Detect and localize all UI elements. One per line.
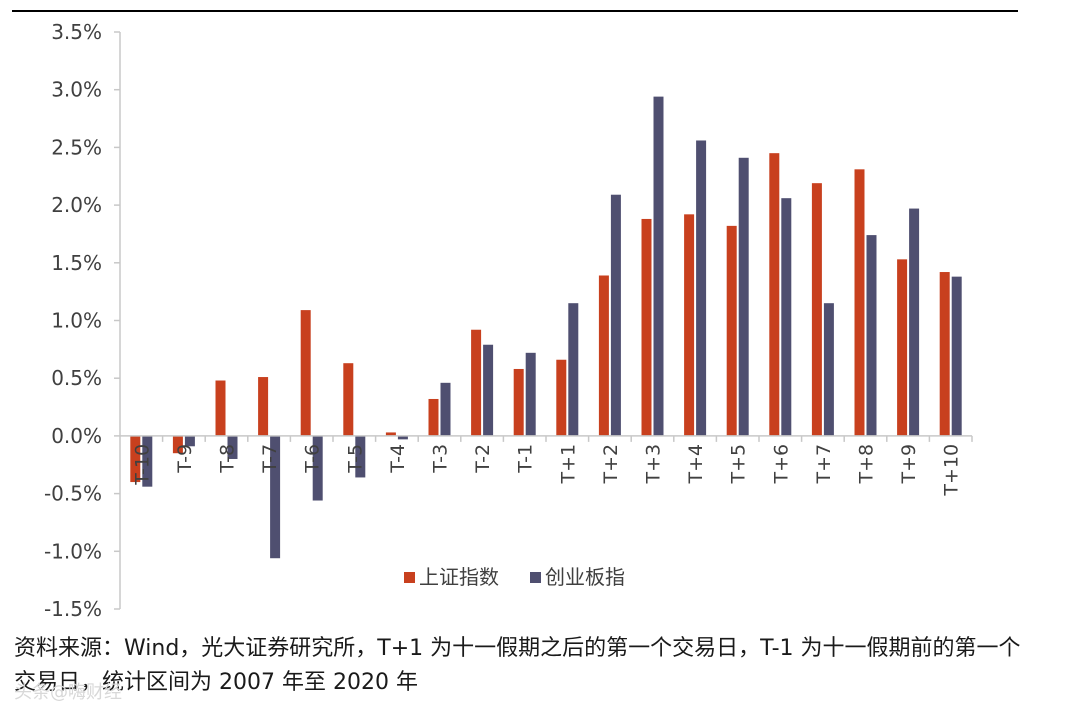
x-tick-label: T+4	[685, 444, 707, 485]
bar-shanghai-T+1	[556, 359, 567, 436]
bar-chinext-T+1	[568, 303, 579, 436]
x-tick-label: T-7	[259, 444, 281, 474]
x-tick-label: T+5	[728, 444, 750, 485]
x-tick-label: T+2	[600, 444, 622, 485]
bar-shanghai-T+9	[897, 259, 908, 436]
x-tick-label: T-3	[430, 444, 452, 474]
bar-chinext-T-4	[397, 435, 408, 440]
source-note: 资料来源：Wind，光大证券研究所，T+1 为十一假期之后的第一个交易日，T-1…	[14, 636, 1021, 695]
bar-chinext-T+7	[823, 303, 834, 436]
y-tick-label: -1.5%	[44, 597, 102, 621]
y-tick-label: 0.5%	[51, 366, 102, 390]
bar-shanghai-T-1	[513, 368, 524, 436]
x-tick-label: T+7	[813, 444, 835, 485]
bar-chinext-T-10	[142, 435, 153, 487]
x-tick-label: T-9	[174, 444, 196, 474]
bar-chinext-T+3	[653, 96, 664, 436]
x-tick-label: T+1	[557, 444, 579, 485]
x-tick-label: T-6	[302, 444, 324, 474]
x-tick-label: T+8	[856, 444, 878, 485]
x-tick-label: T+3	[643, 444, 665, 485]
bar-chinext-T-7	[270, 435, 281, 559]
bar-shanghai-T+10	[939, 272, 950, 436]
x-tick-label: T-1	[515, 444, 537, 474]
bar-shanghai-T-4	[385, 432, 396, 436]
x-tick-label: T+10	[941, 444, 963, 497]
bar-chinext-T-6	[312, 435, 323, 501]
x-tick-label: T-8	[217, 444, 239, 474]
bar-chinext-T+9	[909, 208, 920, 436]
y-tick-label: 0.0%	[51, 424, 102, 448]
bar-chinext-T-5	[355, 435, 366, 478]
y-tick-label: 1.0%	[51, 309, 102, 333]
bar-shanghai-T+6	[769, 153, 780, 436]
bar-chinext-T+8	[866, 235, 877, 436]
y-tick-label: 3.0%	[51, 78, 102, 102]
bar-chinext-T-1	[525, 352, 536, 436]
bar-shanghai-T+8	[854, 169, 865, 436]
y-tick-label: -0.5%	[44, 482, 102, 506]
bar-chinext-T-3	[440, 382, 451, 436]
bar-chinext-T+10	[951, 276, 962, 436]
bar-chinext-T+6	[781, 198, 792, 436]
bar-shanghai-T+4	[684, 214, 695, 436]
y-tick-label: 2.5%	[51, 135, 102, 159]
bar-shanghai-T-2	[471, 329, 482, 436]
bar-chinext-T-9	[184, 435, 195, 447]
bar-shanghai-T-6	[300, 310, 311, 436]
watermark: 头条@嗨财经	[14, 682, 122, 703]
y-tick-label: -1.0%	[44, 539, 102, 563]
top-rule	[12, 10, 1018, 12]
y-tick-label: 1.5%	[51, 251, 102, 275]
bar-shanghai-T-5	[343, 363, 354, 436]
bar-shanghai-T-8	[215, 380, 226, 436]
x-tick-label: T+6	[770, 444, 792, 485]
bar-chinext-T+5	[738, 157, 749, 436]
x-axis: T-10 T-9 T-8 T-7 T-6 T-5 T-4 T-3 T-2 T-1 T+1 T+2 T+3…	[120, 435, 973, 497]
bar-shanghai-T+7	[811, 183, 822, 436]
bar-chinext-T+4	[696, 140, 707, 436]
bar-shanghai-T-9	[172, 435, 183, 454]
bar-shanghai-T+2	[598, 275, 609, 436]
bar-chart: -1.5% -1.0% -0.5% 0.0% 0.5% 1.0% 1.5% 2.0% 2.5% 3…	[44, 20, 973, 621]
bar-shanghai-T-10	[130, 435, 141, 483]
x-tick-label: T-4	[387, 444, 409, 474]
bar-shanghai-T-3	[428, 398, 439, 436]
legend-swatch-1	[530, 572, 541, 583]
y-tick-label: 2.0%	[51, 193, 102, 217]
bar-chinext-T-8	[227, 435, 238, 459]
bar-chinext-T-2	[483, 344, 494, 436]
legend-label-1: 创业板指	[545, 565, 625, 589]
legend-label-0: 上证指数	[419, 565, 499, 589]
y-axis: -1.5% -1.0% -0.5% 0.0% 0.5% 1.0% 1.5% 2.0% 2.5% 3…	[44, 20, 121, 621]
bar-shanghai-T-7	[258, 377, 269, 436]
y-tick-label: 3.5%	[51, 20, 102, 44]
x-tick-label: T-2	[472, 444, 494, 474]
legend-swatch-0	[404, 572, 415, 583]
bars	[130, 96, 962, 559]
x-tick-label: T-10	[131, 444, 153, 486]
bar-chinext-T+2	[610, 194, 621, 436]
bar-shanghai-T+5	[726, 225, 737, 436]
x-tick-label: T-5	[344, 444, 366, 474]
bar-shanghai-T+3	[641, 218, 652, 436]
x-tick-label: T+9	[898, 444, 920, 485]
legend: 上证指数 创业板指	[404, 565, 625, 589]
